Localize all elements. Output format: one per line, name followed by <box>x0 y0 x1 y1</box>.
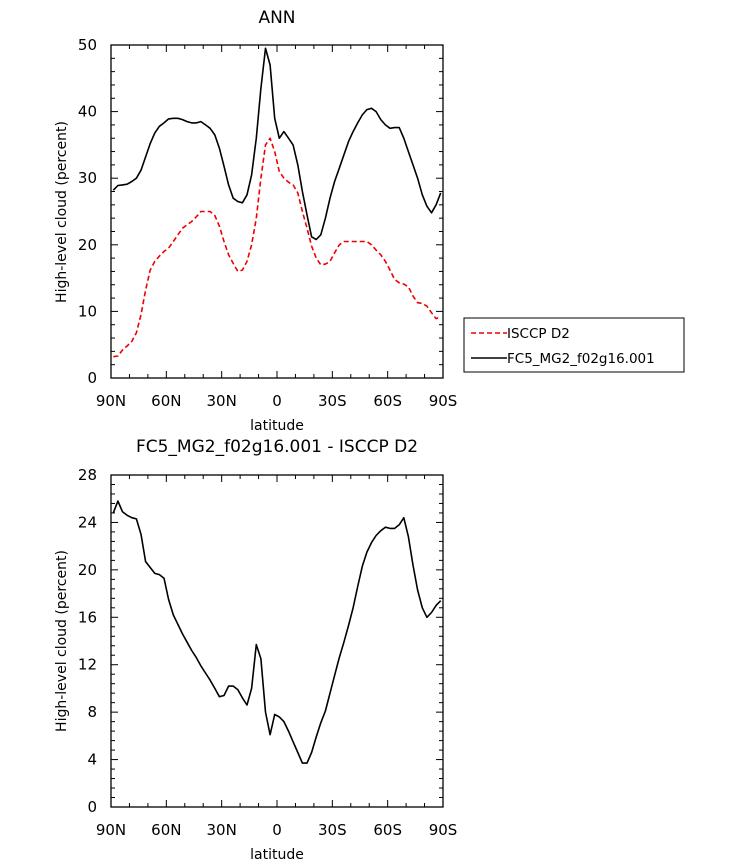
y-tick-label: 16 <box>78 608 97 626</box>
x-tick-label: 90S <box>429 392 458 410</box>
x-tick-label: 30N <box>207 392 237 410</box>
chart-title-bottom: FC5_MG2_f02g16.001 - ISCCP D2 <box>136 437 418 457</box>
x-axis-label-top: latitude <box>250 418 304 434</box>
panel-bottom: 90N 60N 30N 0 30S 60S 90S 0 4 8 12 16 20 24 28 <box>78 466 457 839</box>
legend: ISCCP D2 FC5_MG2_f02g16.001 <box>463 317 685 373</box>
x-tick-label: 60S <box>373 392 402 410</box>
series-line-bottom-0 <box>112 500 442 764</box>
y-tick-label: 24 <box>78 513 97 531</box>
y-tick-label: 50 <box>78 36 97 54</box>
panel-top: 90N 60N 30N 0 30S 60S 90S 0 10 20 30 40 50 <box>78 36 457 410</box>
x-tick-label: 30S <box>318 392 347 410</box>
y-tick-label: 0 <box>87 798 97 816</box>
x-tick-label: 0 <box>272 821 282 839</box>
legend-label-isccp: ISCCP D2 <box>507 326 570 342</box>
chart-title-top: ANN <box>258 8 295 28</box>
x-tick-label: 0 <box>272 392 282 410</box>
y-tick-label: 20 <box>78 236 97 254</box>
y-tick-label: 10 <box>78 302 97 320</box>
x-tick-label: 90N <box>96 392 126 410</box>
y-tick-label: 4 <box>87 751 97 769</box>
x-axis-label-bottom: latitude <box>250 847 304 863</box>
y-tick-label: 12 <box>78 656 97 674</box>
y-tick-label: 8 <box>87 703 97 721</box>
plot-frame-top <box>110 44 444 379</box>
legend-box <box>463 317 685 373</box>
y-tick-label: 20 <box>78 561 97 579</box>
plot-frame-bottom <box>110 474 444 808</box>
x-tick-label: 90S <box>429 821 458 839</box>
y-axis-label-top: High-level cloud (percent) <box>54 121 70 303</box>
y-tick-label: 28 <box>78 466 97 484</box>
y-tick-label: 30 <box>78 169 97 187</box>
y-tick-label: 0 <box>87 369 97 387</box>
series-line-top-1 <box>112 47 442 241</box>
x-tick-label: 90N <box>96 821 126 839</box>
x-tick-label: 60S <box>373 821 402 839</box>
legend-label-fc5: FC5_MG2_f02g16.001 <box>507 351 655 367</box>
y-axis-label-bottom: High-level cloud (percent) <box>54 550 70 732</box>
series-line-top-0 <box>113 137 442 358</box>
x-tick-label: 60N <box>151 821 181 839</box>
x-tick-label: 60N <box>151 392 181 410</box>
y-tick-label: 40 <box>78 103 97 121</box>
x-tick-label: 30S <box>318 821 347 839</box>
x-tick-label: 30N <box>207 821 237 839</box>
